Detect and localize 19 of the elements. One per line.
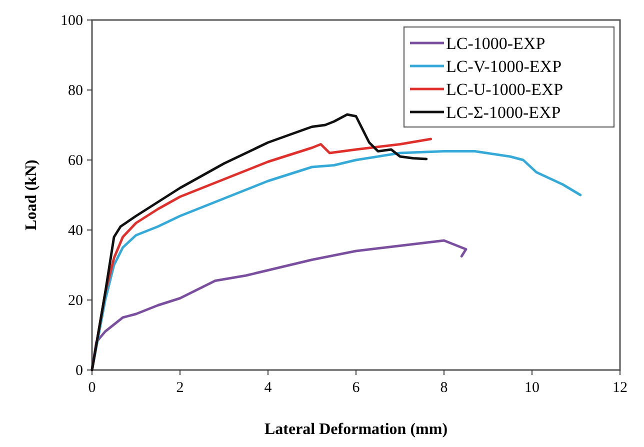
x-tick-label: 10 — [524, 380, 540, 396]
x-axis-title: Lateral Deformation (mm) — [264, 421, 448, 438]
y-tick-label: 100 — [60, 13, 83, 29]
y-axis-title: Load (kN) — [23, 160, 40, 230]
y-tick-label: 20 — [68, 293, 83, 309]
legend-label: LC-Σ-1000-EXP — [446, 103, 561, 122]
y-tick-label: 0 — [76, 363, 83, 379]
y-tick-label: 40 — [68, 223, 83, 239]
legend-label: LC-1000-EXP — [446, 34, 546, 53]
y-tick-label: 80 — [68, 83, 83, 99]
legend-label: LC-U-1000-EXP — [446, 80, 564, 99]
x-tick-label: 8 — [440, 380, 448, 396]
x-tick-label: 2 — [176, 380, 184, 396]
x-tick-label: 6 — [352, 380, 360, 396]
y-tick-label: 60 — [68, 153, 83, 169]
x-tick-label: 0 — [88, 380, 96, 396]
x-tick-label: 12 — [612, 380, 628, 396]
x-tick-label: 4 — [264, 380, 272, 396]
legend-label: LC-V-1000-EXP — [446, 57, 562, 76]
